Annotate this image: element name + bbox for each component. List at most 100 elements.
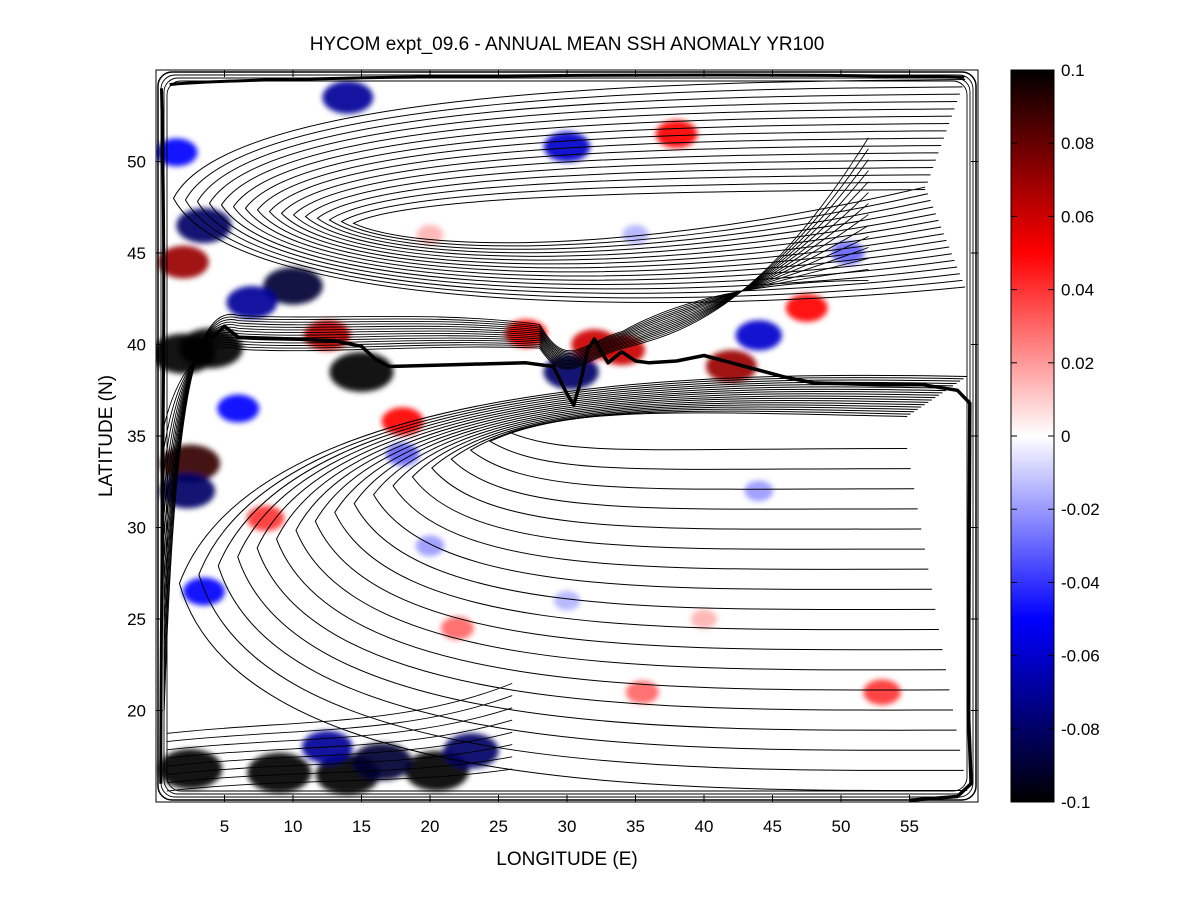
positive-anomaly xyxy=(246,505,285,532)
ssh-contour xyxy=(340,181,928,247)
negative-anomaly xyxy=(156,138,198,167)
y-tick-label: 45 xyxy=(127,244,146,263)
ssh-contour xyxy=(316,166,934,254)
ssh-contours xyxy=(157,71,977,801)
ssh-contour xyxy=(488,410,911,470)
x-tick-label: 40 xyxy=(695,817,714,836)
positive-anomaly xyxy=(690,609,718,629)
x-tick-label: 30 xyxy=(558,817,577,836)
colorbar-tick-label: -0.02 xyxy=(1061,500,1100,519)
mean-front-line xyxy=(209,324,973,802)
colorbar-tick-label: 0.08 xyxy=(1061,134,1094,153)
positive-anomaly xyxy=(655,120,698,149)
ssh-contour xyxy=(328,174,931,250)
x-tick-label: 10 xyxy=(284,817,303,836)
y-tick-label: 30 xyxy=(127,519,146,538)
x-tick-label: 15 xyxy=(352,817,371,836)
negative-anomaly xyxy=(156,333,216,374)
colorbar-scale xyxy=(1010,69,1055,803)
ssh-contour xyxy=(392,400,929,570)
ssh-contour xyxy=(163,170,869,491)
ssh-contour xyxy=(237,381,957,731)
ssh-contour xyxy=(256,130,947,273)
colorbar-tick-label: 0 xyxy=(1061,427,1070,446)
ssh-contour xyxy=(411,402,925,550)
ssh-contour xyxy=(166,744,513,775)
ssh-contour xyxy=(232,115,952,281)
y-tick-label: 20 xyxy=(127,702,146,721)
chart-title: HYCOM expt_09.6 - ANNUAL MEAN SSH ANOMAL… xyxy=(310,34,825,55)
negative-anomaly xyxy=(735,320,782,351)
ssh-contour xyxy=(352,186,926,244)
colorbar-tick-label: -0.1 xyxy=(1061,793,1090,812)
ssh-contour xyxy=(314,390,943,651)
ssh-contour xyxy=(163,192,869,535)
x-tick-label: 5 xyxy=(220,817,229,836)
colorbar-tick-label: 0.02 xyxy=(1061,354,1094,373)
x-tick-label: 55 xyxy=(900,817,919,836)
ssh-contour xyxy=(184,86,963,299)
ssh-contour xyxy=(166,756,513,784)
anomaly-field xyxy=(156,81,901,795)
negative-anomaly xyxy=(176,207,232,244)
y-tick-label: 50 xyxy=(127,153,146,172)
ssh-contour xyxy=(166,695,513,743)
ssh-contour xyxy=(275,386,950,691)
ssh-contour xyxy=(304,159,936,257)
negative-anomaly xyxy=(553,590,581,611)
ssh-contour xyxy=(166,731,513,767)
x-tick-label: 25 xyxy=(489,817,508,836)
ssh-contour xyxy=(353,395,936,611)
ssh-contour xyxy=(208,100,958,290)
negative-anomaly xyxy=(744,480,774,502)
colorbar-tick-label: 0.1 xyxy=(1061,61,1085,80)
ssh-contour xyxy=(163,137,869,426)
ssh-contour xyxy=(334,393,939,631)
ssh-contour xyxy=(268,137,944,269)
northern-boundary-contour xyxy=(169,73,965,87)
plot-background xyxy=(156,70,978,802)
positive-anomaly xyxy=(785,293,828,322)
ssh-contour xyxy=(256,384,954,711)
x-tick-label: 20 xyxy=(421,817,440,836)
ssh-contour xyxy=(469,408,915,490)
ssh-contour xyxy=(198,377,964,771)
ssh-contour xyxy=(280,144,942,265)
negative-anomaly xyxy=(182,577,225,606)
positive-anomaly xyxy=(625,680,659,704)
negative-anomaly xyxy=(352,742,412,781)
colorbar-ticks: 0.1 0.08 0.06 0.04 0.02 0 -0.02 -0.04 -0.06 -0.08… xyxy=(1011,61,1100,812)
x-tick-label: 35 xyxy=(626,817,645,836)
ssh-contour xyxy=(220,108,955,285)
boundary-contour xyxy=(166,80,968,792)
x-tick-label: 45 xyxy=(763,817,782,836)
y-axis-label: LATITUDE (N) xyxy=(96,375,117,497)
positive-anomaly xyxy=(440,616,474,640)
negative-anomaly xyxy=(443,733,499,769)
colorbar-tick-label: -0.04 xyxy=(1061,573,1100,592)
ssh-contour xyxy=(295,388,946,671)
western-boundary-contour xyxy=(159,88,166,784)
ssh-contour xyxy=(163,148,869,448)
ssh-contour xyxy=(172,78,966,303)
negative-anomaly xyxy=(322,81,374,114)
ssh-contour xyxy=(217,379,961,751)
ssh-contour xyxy=(163,203,869,557)
y-tick-label: 25 xyxy=(127,610,146,629)
ssh-contour xyxy=(244,122,950,277)
colorbar-tick-label: -0.06 xyxy=(1061,647,1100,666)
plot-area: 5 10 15 20 25 30 35 40 45 50 55 20 25 30 35 40 45 50 xyxy=(127,69,979,836)
colorbar-tick-label: -0.08 xyxy=(1061,720,1100,739)
y-tick-label: 35 xyxy=(127,427,146,446)
negative-anomaly xyxy=(247,752,312,793)
negative-anomaly xyxy=(263,267,323,305)
ssh-contour xyxy=(166,707,513,751)
negative-anomaly xyxy=(226,286,278,319)
ssh-contour xyxy=(163,181,869,513)
x-axis-label: LONGITUDE (E) xyxy=(496,849,637,870)
ssh-contour xyxy=(166,719,513,759)
positive-anomaly xyxy=(158,245,209,279)
ssh-contour xyxy=(166,682,513,734)
ssh-contour xyxy=(166,768,513,792)
ssh-contour xyxy=(163,159,869,469)
